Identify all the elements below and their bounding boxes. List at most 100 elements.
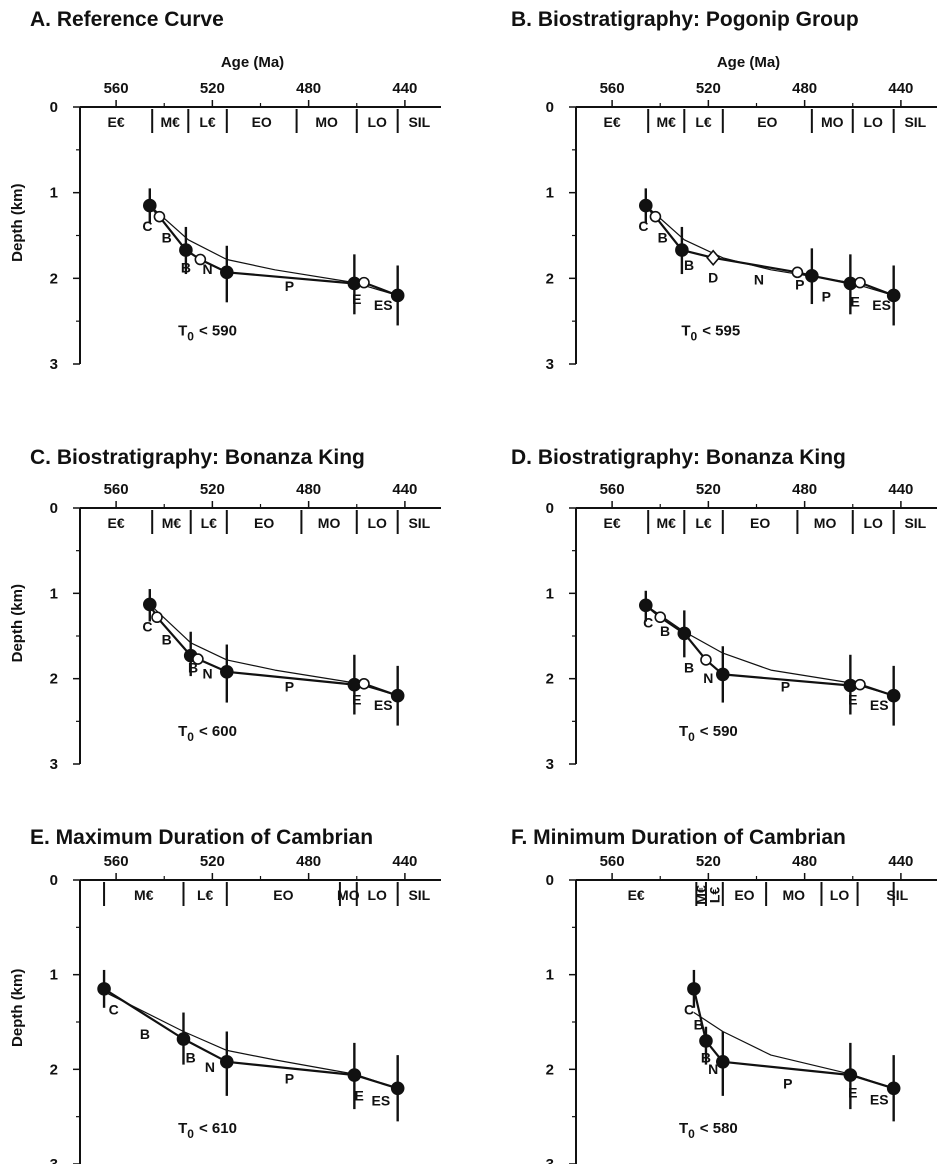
x-tick-label: 560 bbox=[104, 80, 129, 97]
period-label: L€ bbox=[695, 114, 712, 130]
unit-label: ES bbox=[870, 697, 889, 713]
period-label: EO bbox=[254, 515, 274, 531]
y-axis-label: Depth (km) bbox=[9, 969, 26, 1047]
chart-panel: 560 520 480 440 0 1 2 3 Age (Ma) E€ M€ L€ EO MO LO SIL C… bbox=[546, 54, 937, 373]
filled-marker bbox=[638, 198, 653, 213]
unit-label: N bbox=[202, 666, 212, 682]
period-label: MO bbox=[814, 515, 837, 531]
y-tick-label: 3 bbox=[546, 1156, 554, 1164]
x-tick-label: 480 bbox=[296, 481, 321, 498]
period-label: M€ bbox=[161, 114, 181, 130]
period-label: MO bbox=[783, 887, 806, 903]
open-marker bbox=[358, 276, 370, 289]
unit-label: ES bbox=[872, 297, 891, 313]
y-tick-label: 0 bbox=[50, 99, 58, 116]
filled-marker bbox=[716, 667, 730, 682]
y-tick-label: 1 bbox=[50, 585, 58, 602]
period-label: E€ bbox=[628, 887, 645, 903]
unit-label: ES bbox=[371, 1092, 390, 1108]
x-tick-label: 440 bbox=[392, 80, 417, 97]
unit-label: B bbox=[186, 1050, 196, 1066]
reference-curve bbox=[693, 1011, 894, 1089]
filled-marker bbox=[805, 268, 819, 283]
unit-label: N bbox=[754, 271, 764, 287]
open-marker bbox=[654, 611, 667, 624]
filled-marker bbox=[179, 243, 193, 257]
x-tick-label: 520 bbox=[200, 80, 225, 97]
filled-marker bbox=[390, 688, 405, 703]
unit-label: P bbox=[285, 678, 294, 694]
period-label: MO bbox=[337, 887, 360, 903]
x-axis-label: Age (Ma) bbox=[717, 54, 780, 71]
unit-label: N bbox=[205, 1059, 215, 1075]
unit-label: B bbox=[162, 229, 172, 245]
unit-label: P bbox=[285, 1071, 294, 1087]
y-tick-label: 2 bbox=[50, 1061, 58, 1078]
x-tick-label: 480 bbox=[792, 853, 817, 870]
y-tick-label: 0 bbox=[50, 872, 58, 889]
filled-marker bbox=[220, 665, 234, 679]
open-marker bbox=[700, 654, 712, 666]
period-label: LO bbox=[863, 114, 883, 130]
period-label: SIL bbox=[408, 114, 430, 130]
unit-label: B bbox=[701, 1050, 711, 1066]
period-label: L€ bbox=[199, 114, 216, 130]
y-tick-label: 1 bbox=[546, 585, 554, 602]
x-tick-label: 560 bbox=[104, 853, 129, 870]
open-marker bbox=[151, 611, 163, 624]
unit-label: ES bbox=[374, 697, 393, 713]
x-tick-label: 480 bbox=[792, 80, 817, 97]
x-tick-label: 480 bbox=[296, 80, 321, 97]
period-label: MO bbox=[315, 114, 338, 130]
reference-curve bbox=[103, 991, 398, 1089]
y-tick-label: 0 bbox=[546, 500, 554, 517]
unit-label: E bbox=[848, 1085, 857, 1101]
period-label: SIL bbox=[408, 887, 430, 903]
panel-title: F. Minimum Duration of Cambrian bbox=[511, 826, 846, 849]
unit-label: E bbox=[848, 691, 857, 707]
panel-title: B. Biostratigraphy: Pogonip Group bbox=[511, 8, 859, 31]
x-tick-label: 520 bbox=[200, 481, 225, 498]
unit-label: B bbox=[162, 632, 172, 648]
unit-label: N bbox=[703, 670, 713, 686]
x-tick-label: 480 bbox=[792, 481, 817, 498]
unit-label: P bbox=[795, 276, 804, 292]
period-label: L€ bbox=[706, 887, 722, 904]
x-tick-label: 560 bbox=[600, 80, 625, 97]
period-label: LO bbox=[367, 515, 387, 531]
period-label: M€ bbox=[162, 515, 182, 531]
period-label: SIL bbox=[904, 515, 926, 531]
y-tick-label: 2 bbox=[546, 1061, 554, 1078]
unit-label: B bbox=[660, 623, 670, 639]
x-axis-label: Age (Ma) bbox=[221, 54, 284, 71]
unit-label: E bbox=[352, 691, 361, 707]
y-tick-label: 1 bbox=[50, 185, 58, 202]
filled-marker bbox=[699, 1034, 713, 1048]
filled-marker bbox=[220, 1054, 234, 1069]
x-tick-label: 520 bbox=[200, 853, 225, 870]
y-tick-label: 2 bbox=[546, 270, 554, 287]
chart-panel: 5605204804400123E€M€L€EOMOLOSILCBBNPEEST… bbox=[546, 853, 937, 1164]
filled-marker bbox=[638, 598, 653, 613]
period-label: LO bbox=[367, 114, 387, 130]
unit-label: B bbox=[684, 257, 694, 273]
x-tick-label: 440 bbox=[888, 481, 913, 498]
y-tick-label: 2 bbox=[546, 671, 554, 688]
unit-label: B bbox=[694, 1017, 704, 1033]
y-tick-label: 3 bbox=[546, 356, 554, 373]
x-tick-label: 560 bbox=[600, 853, 625, 870]
period-label: EO bbox=[750, 515, 770, 531]
open-marker bbox=[791, 266, 804, 279]
unit-label: C bbox=[643, 614, 653, 630]
y-tick-label: 0 bbox=[50, 500, 58, 517]
open-marker bbox=[194, 253, 207, 266]
unit-label: B bbox=[140, 1026, 150, 1042]
open-marker bbox=[649, 210, 662, 223]
period-label: MO bbox=[821, 114, 844, 130]
open-marker bbox=[153, 210, 166, 223]
filled-marker bbox=[677, 626, 692, 641]
t0-annotation: T0 < 580 bbox=[679, 1120, 738, 1141]
period-label: LO bbox=[367, 887, 387, 903]
open-marker bbox=[854, 276, 866, 289]
